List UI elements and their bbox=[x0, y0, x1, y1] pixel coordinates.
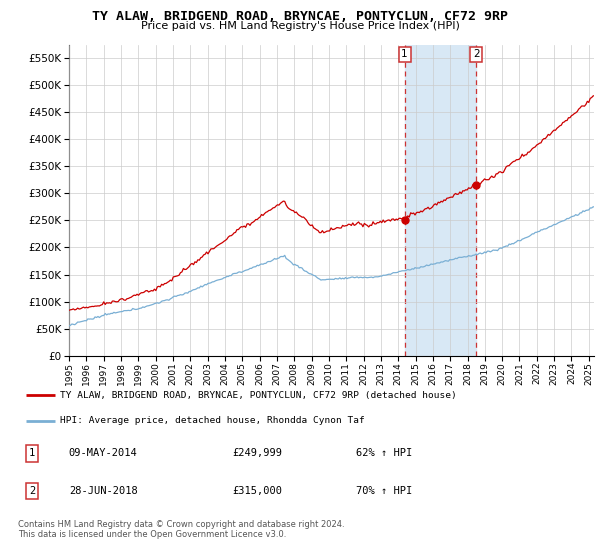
Text: 2: 2 bbox=[473, 49, 479, 59]
Text: £249,999: £249,999 bbox=[232, 449, 283, 459]
Text: £315,000: £315,000 bbox=[232, 486, 283, 496]
Text: 28-JUN-2018: 28-JUN-2018 bbox=[69, 486, 137, 496]
Text: 1: 1 bbox=[401, 49, 408, 59]
Text: HPI: Average price, detached house, Rhondda Cynon Taf: HPI: Average price, detached house, Rhon… bbox=[60, 416, 365, 425]
Text: Price paid vs. HM Land Registry's House Price Index (HPI): Price paid vs. HM Land Registry's House … bbox=[140, 21, 460, 31]
Text: TY ALAW, BRIDGEND ROAD, BRYNCAE, PONTYCLUN, CF72 9RP: TY ALAW, BRIDGEND ROAD, BRYNCAE, PONTYCL… bbox=[92, 10, 508, 22]
Text: TY ALAW, BRIDGEND ROAD, BRYNCAE, PONTYCLUN, CF72 9RP (detached house): TY ALAW, BRIDGEND ROAD, BRYNCAE, PONTYCL… bbox=[60, 391, 457, 400]
Text: 70% ↑ HPI: 70% ↑ HPI bbox=[356, 486, 413, 496]
Text: 09-MAY-2014: 09-MAY-2014 bbox=[69, 449, 137, 459]
Text: 1: 1 bbox=[29, 449, 35, 459]
Text: Contains HM Land Registry data © Crown copyright and database right 2024.
This d: Contains HM Land Registry data © Crown c… bbox=[18, 520, 344, 539]
Text: 62% ↑ HPI: 62% ↑ HPI bbox=[356, 449, 413, 459]
Bar bbox=[404, 45, 476, 356]
Text: 2: 2 bbox=[29, 486, 35, 496]
